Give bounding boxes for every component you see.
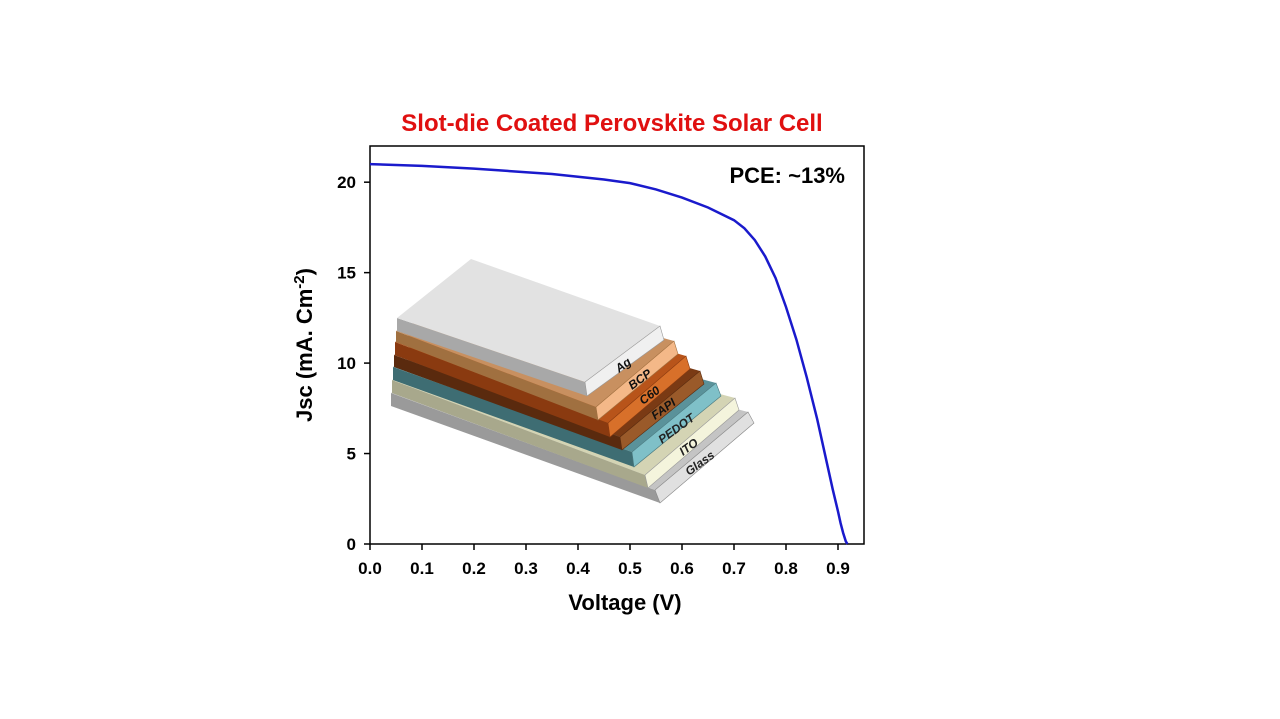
y-axis-label-main: Jsc (mA. Cm bbox=[292, 289, 317, 422]
plot-frame bbox=[369, 145, 865, 545]
y-tick-label: 0 bbox=[347, 535, 356, 554]
y-axis-label-superscript: -2 bbox=[291, 275, 308, 288]
y-axis-label: Jsc (mA. Cm-2) bbox=[291, 268, 317, 422]
device-stack-inset: Glass ITO PEDOT FAPI C60 bbox=[391, 259, 755, 504]
layer-ag: Ag bbox=[397, 259, 665, 397]
y-tick-label: 10 bbox=[337, 354, 356, 373]
x-tick-label: 0.4 bbox=[566, 559, 590, 578]
y-tick-label: 5 bbox=[347, 445, 356, 464]
chart-title: Slot-die Coated Perovskite Solar Cell bbox=[401, 110, 822, 137]
y-axis-ticks: 0 5 10 15 20 bbox=[337, 173, 370, 554]
jv-curve-series bbox=[369, 162, 849, 545]
y-axis-label-close: ) bbox=[292, 268, 317, 275]
x-tick-label: 0.7 bbox=[722, 559, 746, 578]
x-tick-label: 0.2 bbox=[462, 559, 486, 578]
x-tick-label: 0.9 bbox=[826, 559, 850, 578]
x-axis-label: Voltage (V) bbox=[568, 590, 681, 615]
x-tick-label: 0.0 bbox=[358, 559, 382, 578]
x-axis-ticks: 0.0 0.1 0.2 0.3 0.4 0.5 0.6 0.7 0.8 0.9 bbox=[358, 544, 850, 578]
x-tick-label: 0.3 bbox=[514, 559, 538, 578]
y-tick-label: 15 bbox=[337, 264, 356, 283]
x-tick-label: 0.5 bbox=[618, 559, 642, 578]
x-tick-label: 0.1 bbox=[410, 559, 434, 578]
y-tick-label: 20 bbox=[337, 173, 356, 192]
pce-annotation: PCE: ~13% bbox=[729, 163, 845, 188]
x-tick-label: 0.8 bbox=[774, 559, 798, 578]
x-tick-label: 0.6 bbox=[670, 559, 694, 578]
